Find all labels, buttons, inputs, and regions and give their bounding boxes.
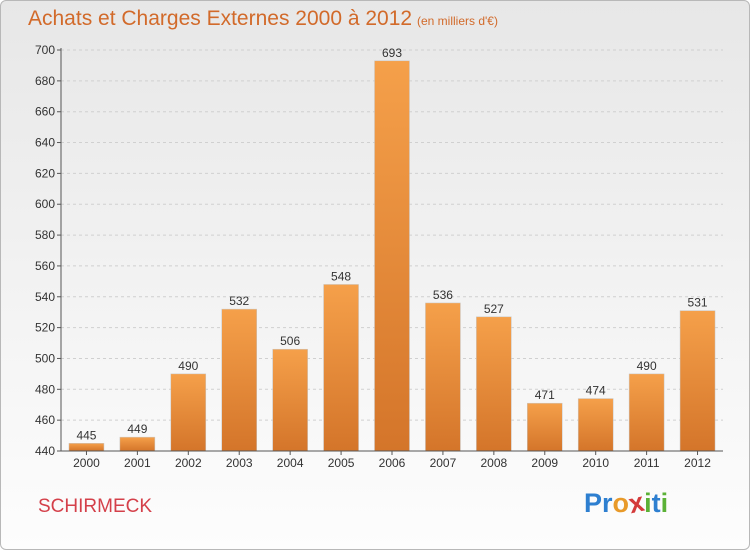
chart-subtitle: (en milliers d'€) bbox=[417, 14, 498, 28]
x-tick-label: 2011 bbox=[634, 456, 660, 470]
x-tick-label: 2007 bbox=[430, 456, 457, 470]
value-label: 693 bbox=[382, 46, 402, 60]
x-tick-label: 2008 bbox=[480, 456, 507, 470]
bar-2000 bbox=[68, 443, 105, 452]
bar-2007 bbox=[425, 302, 461, 452]
y-tick-label: 560 bbox=[35, 259, 55, 273]
value-label: 490 bbox=[178, 359, 198, 373]
x-tick-label: 2002 bbox=[175, 456, 202, 470]
bar-2010 bbox=[577, 398, 614, 452]
logo-letter: r bbox=[602, 488, 613, 518]
y-tick-label: 540 bbox=[35, 290, 55, 304]
x-tick-label: 2000 bbox=[73, 456, 100, 470]
chart-title: Achats et Charges Externes 2000 à 2012 bbox=[28, 7, 413, 30]
value-label: 536 bbox=[433, 288, 453, 302]
y-tick-label: 660 bbox=[35, 105, 55, 119]
y-tick-label: 440 bbox=[35, 444, 55, 458]
value-label: 449 bbox=[127, 422, 147, 436]
y-tick-label: 680 bbox=[35, 74, 55, 88]
value-label: 474 bbox=[586, 384, 606, 398]
place-name: SCHIRMECK bbox=[38, 496, 153, 517]
value-label: 532 bbox=[229, 294, 249, 308]
value-label: 548 bbox=[331, 269, 351, 283]
logo-letter: o bbox=[612, 488, 630, 518]
value-label: 527 bbox=[484, 302, 504, 316]
bar-2011 bbox=[628, 373, 665, 452]
bar-2002 bbox=[170, 373, 207, 452]
logo-letter: t bbox=[651, 488, 661, 518]
bars: 445 449 490 532 506 548 693 536 527 471 474 490 531 bbox=[68, 46, 716, 452]
logo-letter: P bbox=[584, 488, 603, 518]
proxiti-logo[interactable]: Proxiti bbox=[584, 487, 669, 519]
value-label: 531 bbox=[688, 296, 708, 310]
bar-2006 bbox=[374, 60, 410, 452]
y-tick-label: 700 bbox=[35, 43, 55, 57]
bar-2009 bbox=[527, 402, 563, 452]
x-tick-label: 2010 bbox=[582, 456, 609, 470]
x-tick-label: 2009 bbox=[531, 456, 558, 470]
x-tick-label: 2004 bbox=[277, 456, 304, 470]
x-tick-label: 2006 bbox=[379, 456, 406, 470]
logo-letter: i bbox=[644, 488, 652, 518]
bar-2003 bbox=[221, 308, 257, 452]
axes: 440 460 480 500 520 540 560 580 600 620 640 660 680 7… bbox=[35, 43, 723, 470]
bar-2012 bbox=[679, 310, 716, 452]
x-tick-label: 2012 bbox=[684, 456, 711, 470]
bar-2004 bbox=[272, 348, 308, 452]
x-tick-label: 2003 bbox=[226, 456, 253, 470]
x-tick-label: 2005 bbox=[328, 456, 355, 470]
y-tick-label: 480 bbox=[35, 382, 55, 396]
y-tick-label: 580 bbox=[35, 228, 55, 242]
bar-2005 bbox=[323, 284, 359, 452]
value-label: 445 bbox=[76, 428, 96, 442]
bar-2001 bbox=[119, 436, 156, 452]
value-label: 471 bbox=[535, 388, 555, 402]
logo-letter: i bbox=[660, 488, 669, 518]
y-tick-label: 460 bbox=[35, 413, 55, 427]
y-tick-label: 520 bbox=[35, 321, 55, 335]
value-label: 490 bbox=[637, 359, 657, 373]
y-tick-label: 620 bbox=[35, 166, 55, 180]
y-tick-label: 640 bbox=[35, 136, 55, 150]
x-tick-label: 2001 bbox=[124, 456, 151, 470]
y-tick-label: 600 bbox=[35, 197, 55, 211]
value-label: 506 bbox=[280, 334, 300, 348]
y-tick-label: 500 bbox=[35, 351, 55, 365]
bar-2008 bbox=[476, 316, 512, 452]
